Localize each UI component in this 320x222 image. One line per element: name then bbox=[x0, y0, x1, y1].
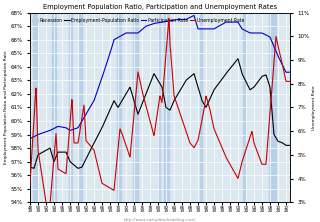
Text: http://www.calculatedriskblog.com/: http://www.calculatedriskblog.com/ bbox=[124, 218, 196, 222]
Bar bbox=[200, 13, 202, 202]
Bar bbox=[158, 13, 160, 202]
Bar bbox=[69, 13, 72, 202]
Bar bbox=[269, 13, 276, 202]
Title: Employment Population Ratio, Participation and Unemployment Rates: Employment Population Ratio, Participati… bbox=[43, 4, 277, 10]
Bar bbox=[133, 13, 138, 202]
Bar bbox=[52, 13, 56, 202]
Bar bbox=[243, 13, 245, 202]
Bar bbox=[164, 13, 169, 202]
Legend: Recession, Employment-Population Ratio, Participation Rate, Unemployment Rate: Recession, Employment-Population Ratio, … bbox=[32, 18, 244, 23]
Bar bbox=[33, 13, 37, 202]
Y-axis label: Unemployment Rate: Unemployment Rate bbox=[312, 85, 316, 130]
Bar bbox=[79, 13, 82, 202]
Y-axis label: Employment Population Ratio and Participation Rate: Employment Population Ratio and Particip… bbox=[4, 51, 8, 164]
Bar bbox=[117, 13, 121, 202]
